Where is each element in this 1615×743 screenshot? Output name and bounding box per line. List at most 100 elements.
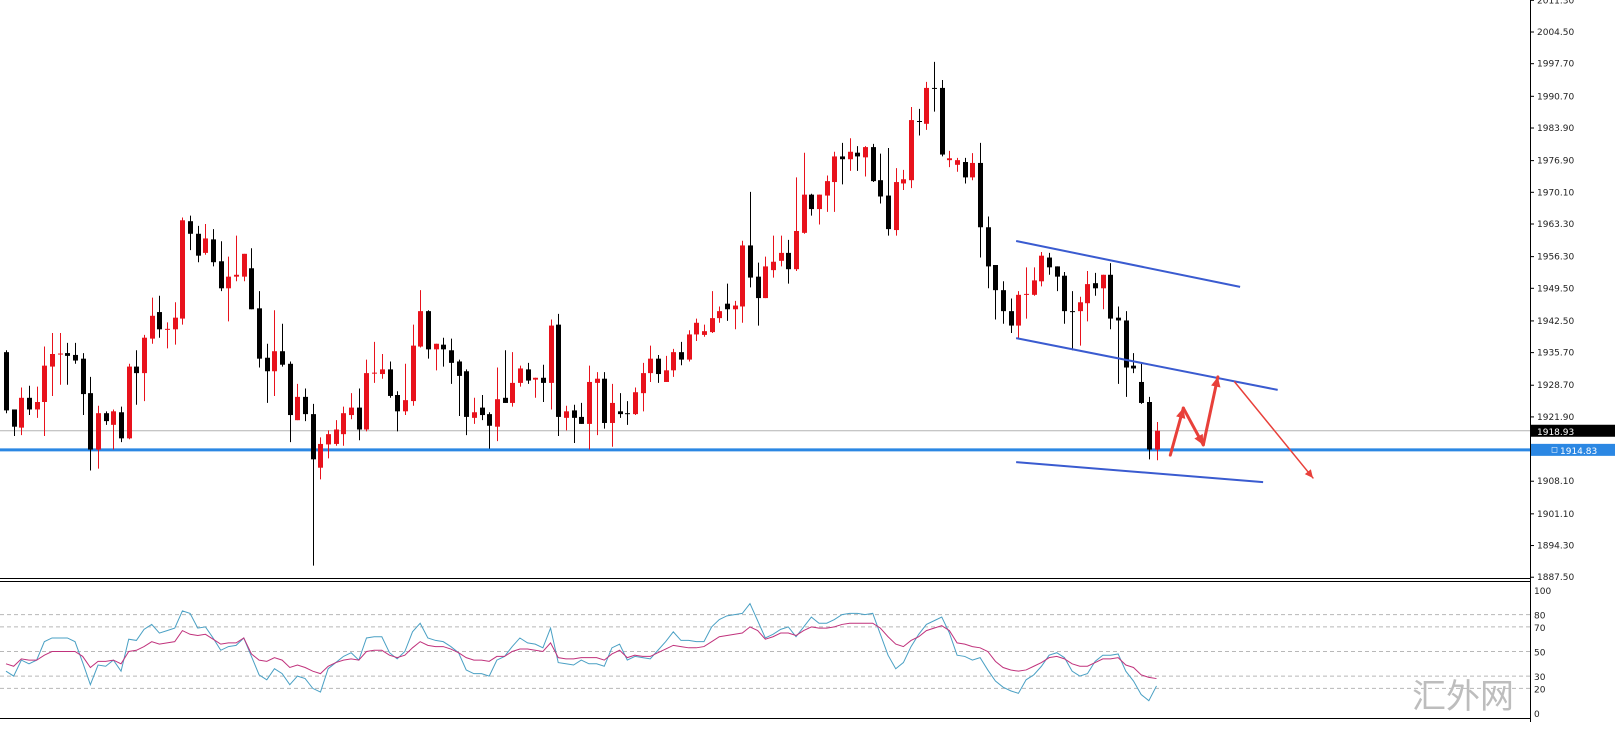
- candle: [817, 194, 822, 225]
- candle-body: [917, 121, 922, 123]
- candle-body: [740, 245, 745, 307]
- candle-body: [679, 352, 684, 360]
- candle-body: [411, 345, 416, 402]
- candle: [970, 153, 975, 181]
- candle-body: [748, 245, 753, 278]
- candle: [127, 363, 132, 440]
- price-axis-label: 1908.10: [1537, 477, 1574, 487]
- oscillator-axis-label: 50: [1534, 649, 1546, 659]
- support-level-label: 1914.83: [1560, 447, 1597, 457]
- oscillator-axis-label: 0: [1534, 710, 1540, 720]
- candle-body: [955, 160, 960, 165]
- candle: [288, 361, 293, 443]
- candle-body: [733, 305, 738, 310]
- candle-body: [173, 317, 178, 330]
- candle-body: [1147, 402, 1152, 450]
- candle-body: [648, 358, 653, 374]
- candle-body: [947, 158, 952, 161]
- price-axis-label: 1956.30: [1537, 253, 1574, 263]
- candle-body: [970, 162, 975, 178]
- candle: [648, 345, 653, 382]
- candle: [464, 369, 469, 436]
- candle: [587, 365, 592, 450]
- candle: [595, 372, 600, 436]
- candle: [556, 313, 561, 437]
- bid-price-label: 1918.93: [1537, 428, 1574, 438]
- candle: [940, 79, 945, 157]
- candle-body: [986, 227, 991, 267]
- candle: [832, 151, 837, 212]
- candle: [372, 341, 377, 383]
- candle-body: [318, 443, 323, 468]
- candle-body: [395, 395, 400, 412]
- candle-body: [196, 233, 201, 256]
- candle-body: [180, 220, 185, 319]
- candle: [219, 241, 224, 292]
- candle-body: [127, 366, 132, 439]
- candle: [978, 142, 983, 258]
- candle: [27, 385, 32, 416]
- candle: [119, 406, 124, 443]
- candle-body: [111, 411, 116, 425]
- candle: [487, 412, 492, 449]
- candle: [510, 352, 515, 407]
- candle-body: [42, 365, 47, 403]
- candle: [1101, 274, 1106, 310]
- candle-body: [1009, 311, 1014, 326]
- candle-body: [503, 397, 508, 403]
- candle-body: [587, 381, 592, 424]
- candle: [579, 402, 584, 424]
- candle-body: [641, 373, 646, 394]
- candle-body: [65, 353, 70, 356]
- candle-body: [357, 407, 362, 430]
- price-axis-label: 1901.10: [1537, 510, 1574, 520]
- oscillator-axis-label: 100: [1534, 587, 1551, 597]
- candle: [840, 142, 845, 185]
- candle-body: [295, 396, 300, 421]
- candle-body: [1108, 274, 1113, 319]
- candle: [526, 362, 531, 384]
- price-axis-label: 1894.30: [1537, 542, 1574, 552]
- candle-body: [464, 371, 469, 417]
- candle-body: [901, 179, 906, 184]
- candle: [1070, 291, 1075, 351]
- candle: [901, 169, 906, 190]
- candle-body: [234, 274, 239, 277]
- candle-body: [1116, 317, 1121, 321]
- candle: [1116, 306, 1121, 384]
- candle-body: [549, 325, 554, 383]
- candle: [763, 256, 768, 299]
- oscillator-axis-label: 20: [1534, 685, 1546, 695]
- candle-body: [4, 352, 9, 411]
- candle-body: [495, 399, 500, 427]
- candle-body: [633, 392, 638, 415]
- forecast-arrow: [1201, 375, 1221, 447]
- oscillator-line-fast: [5, 602, 1157, 702]
- candle: [1032, 267, 1037, 296]
- candle: [272, 310, 277, 396]
- candle: [495, 367, 500, 442]
- candle-body: [311, 414, 316, 460]
- candle: [134, 350, 139, 405]
- candle: [211, 229, 216, 267]
- price-axis-label: 1887.50: [1537, 573, 1574, 583]
- candle-body: [1139, 381, 1144, 403]
- price-axis-label: 2011.30: [1537, 0, 1574, 6]
- candle-body: [487, 414, 492, 426]
- candle-body: [909, 120, 914, 181]
- candle: [188, 215, 193, 251]
- candle-body: [625, 413, 630, 415]
- price-axis-label: 1970.10: [1537, 188, 1574, 198]
- candle-body: [380, 369, 385, 375]
- candle: [932, 61, 937, 112]
- candle-body: [1085, 284, 1090, 304]
- candle-body: [1055, 266, 1060, 277]
- candle: [1055, 266, 1060, 292]
- candle: [226, 256, 231, 322]
- candle: [88, 376, 93, 471]
- candle: [756, 262, 761, 326]
- candle-body: [510, 382, 515, 403]
- candle: [1124, 311, 1129, 397]
- candle: [664, 355, 669, 382]
- candle: [1093, 272, 1098, 296]
